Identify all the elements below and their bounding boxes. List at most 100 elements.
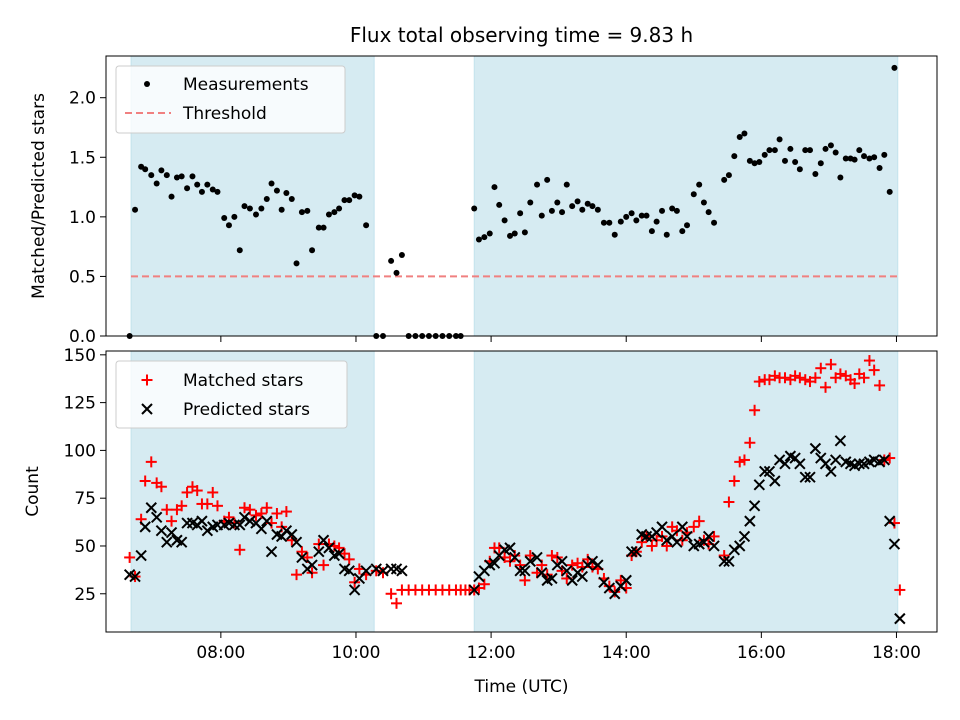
predicted-star-point xyxy=(734,540,746,552)
matched-star-point xyxy=(728,475,740,487)
measurement-point xyxy=(507,232,514,239)
x-tick-label: 10:00 xyxy=(331,643,380,663)
ratio-legend-box xyxy=(115,65,346,134)
measurement-point xyxy=(861,153,868,160)
count-y-axis: 25 50 75 100 125 150 xyxy=(64,346,106,605)
predicted-star-point-b xyxy=(586,555,599,567)
matched-star-point xyxy=(514,559,526,571)
measurement-point xyxy=(268,180,275,187)
predicted-star-point xyxy=(592,559,604,571)
predicted-star-point-b xyxy=(139,521,151,533)
predicted-star-point xyxy=(888,538,901,550)
measurement-point xyxy=(684,222,691,229)
matched-star-point xyxy=(124,551,136,563)
predicted-star-point xyxy=(333,547,345,560)
matched-star-point xyxy=(868,364,880,376)
matched-star-point xyxy=(615,574,627,586)
predicted-star-point xyxy=(586,555,599,567)
predicted-star-point-b xyxy=(840,456,852,468)
chart-title: Flux total observing time = 9.83 h xyxy=(350,23,693,47)
measurement-point xyxy=(623,213,630,220)
measurement-point xyxy=(771,147,778,154)
matched-star-point xyxy=(734,456,746,468)
y-tick-label: 100 xyxy=(64,441,96,461)
x-tick-label: 08:00 xyxy=(196,643,245,663)
matched-star-point xyxy=(749,404,761,416)
measurement-point xyxy=(837,174,844,181)
predicted-star-point-b xyxy=(708,540,720,552)
predicted-star-point-b xyxy=(261,515,273,527)
predicted-star-point-b xyxy=(546,572,558,585)
predicted-star-point xyxy=(804,471,816,483)
measurement-point xyxy=(648,228,655,235)
x-tick-label: 18:00 xyxy=(872,643,921,663)
predicted-star-point xyxy=(738,530,751,543)
matched-star-point xyxy=(391,597,403,609)
count-legend: Matched stars Predicted stars xyxy=(115,360,348,429)
measurement-point xyxy=(643,212,650,219)
predicted-star-point xyxy=(853,458,866,470)
predicted-star-point-b xyxy=(753,479,766,491)
predicted-stars-points xyxy=(123,435,906,625)
predicted-star-point xyxy=(834,435,847,447)
predicted-star-point-b xyxy=(255,523,268,535)
predicted-star-point-b xyxy=(234,519,246,531)
predicted-star-point-b xyxy=(656,521,668,533)
predicted-star-point-b xyxy=(286,528,298,541)
predicted-star-point xyxy=(261,515,273,527)
predicted-star-point xyxy=(290,536,303,548)
matched-star-point xyxy=(566,559,578,571)
predicted-star-point xyxy=(829,454,842,466)
matched-star-point xyxy=(166,515,178,527)
measurement-point xyxy=(168,193,175,200)
y-tick-label: 1.5 xyxy=(69,148,96,168)
matched-star-point xyxy=(825,358,837,370)
predicted-star-point-b xyxy=(556,555,568,567)
predicted-star-point-b xyxy=(488,557,501,569)
measurement-point xyxy=(173,174,180,181)
predicted-star-point-b xyxy=(514,565,526,577)
observing-span-2 xyxy=(473,350,899,633)
predicted-star-point xyxy=(150,511,163,524)
predicted-star-point-b xyxy=(390,563,403,575)
predicted-star-point-b xyxy=(625,546,638,558)
predicted-star-point xyxy=(135,549,147,562)
predicted-star-point-b xyxy=(238,511,251,524)
measurement-point xyxy=(736,134,743,141)
measurement-point xyxy=(544,176,551,183)
measurement-point xyxy=(876,165,883,171)
measurement-point xyxy=(320,224,327,231)
measurement-point xyxy=(633,217,640,224)
predicted-star-point xyxy=(661,534,673,546)
matched-star-point xyxy=(161,504,173,516)
predicted-star-point-b xyxy=(884,515,896,527)
predicted-star-point xyxy=(546,572,558,585)
measurement-point xyxy=(554,199,561,206)
predicted-star-point-b xyxy=(738,530,751,543)
predicted-star-point xyxy=(238,511,251,524)
predicted-star-point xyxy=(744,515,756,527)
measurement-point xyxy=(611,231,618,238)
measurement-point xyxy=(802,147,809,154)
predicted-star-point-b xyxy=(290,536,303,548)
predicted-star-point-b xyxy=(265,546,278,558)
predicted-star-point xyxy=(145,502,157,514)
matched-star-point xyxy=(239,502,250,514)
measurement-point xyxy=(221,215,228,222)
matched-star-point xyxy=(723,496,735,508)
predicted-star-point-b xyxy=(853,458,866,470)
predicted-star-point-b xyxy=(323,542,335,554)
predicted-star-point-b xyxy=(763,465,776,478)
predicted-star-point-b xyxy=(748,500,761,512)
measurement-point xyxy=(132,206,139,213)
measurement-point xyxy=(806,147,813,154)
measurement-point xyxy=(638,212,645,219)
predicted-star-point-b xyxy=(175,536,188,548)
predicted-star-point-b xyxy=(161,536,173,548)
predicted-star-point-b xyxy=(396,565,408,577)
predicted-star-point-b xyxy=(223,517,235,529)
matched-star-point xyxy=(244,504,256,516)
predicted-star-point xyxy=(894,612,906,625)
measurement-point xyxy=(746,157,753,164)
measurement-point xyxy=(273,187,280,194)
